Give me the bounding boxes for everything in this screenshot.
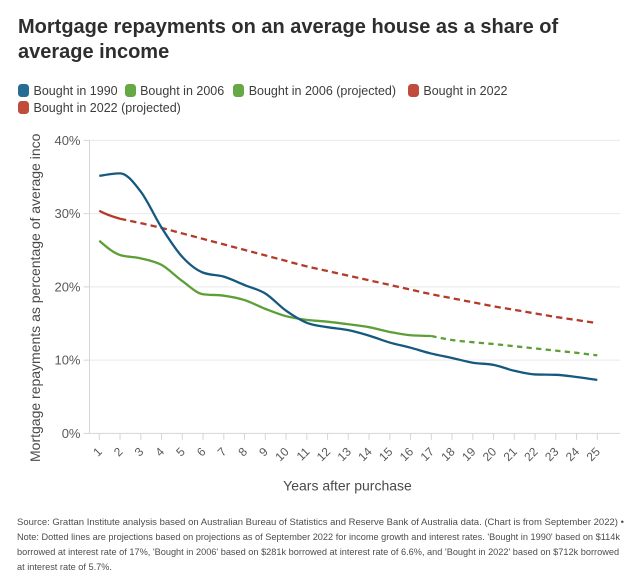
svg-text:23: 23 — [542, 444, 562, 464]
svg-text:8: 8 — [236, 444, 251, 459]
svg-text:25: 25 — [584, 444, 604, 464]
svg-text:7: 7 — [215, 444, 230, 459]
svg-text:6: 6 — [194, 444, 209, 459]
svg-text:1: 1 — [90, 444, 105, 459]
svg-text:24: 24 — [563, 444, 583, 464]
svg-text:18: 18 — [438, 444, 458, 464]
svg-text:19: 19 — [459, 444, 479, 464]
svg-text:20: 20 — [480, 444, 500, 464]
svg-text:10: 10 — [272, 444, 292, 464]
svg-text:3: 3 — [132, 444, 147, 459]
svg-text:16: 16 — [397, 444, 417, 464]
svg-text:5: 5 — [173, 444, 188, 459]
svg-text:11: 11 — [294, 444, 313, 463]
svg-text:22: 22 — [521, 444, 541, 464]
svg-text:40%: 40% — [54, 133, 80, 148]
svg-text:20%: 20% — [54, 279, 80, 294]
svg-text:17: 17 — [418, 444, 438, 464]
svg-text:12: 12 — [314, 444, 334, 464]
svg-text:21: 21 — [501, 444, 521, 464]
svg-text:14: 14 — [355, 444, 375, 464]
svg-text:15: 15 — [376, 444, 396, 464]
svg-text:9: 9 — [256, 444, 271, 459]
svg-text:4: 4 — [153, 444, 168, 459]
svg-text:30%: 30% — [54, 206, 80, 221]
svg-text:2: 2 — [111, 444, 126, 459]
svg-text:0%: 0% — [62, 426, 81, 441]
svg-text:10%: 10% — [54, 353, 80, 368]
svg-text:13: 13 — [335, 444, 355, 464]
svg-text:Years after purchase: Years after purchase — [283, 478, 412, 494]
svg-text:Mortgage repayments as percent: Mortgage repayments as percentage of ave… — [27, 133, 43, 462]
